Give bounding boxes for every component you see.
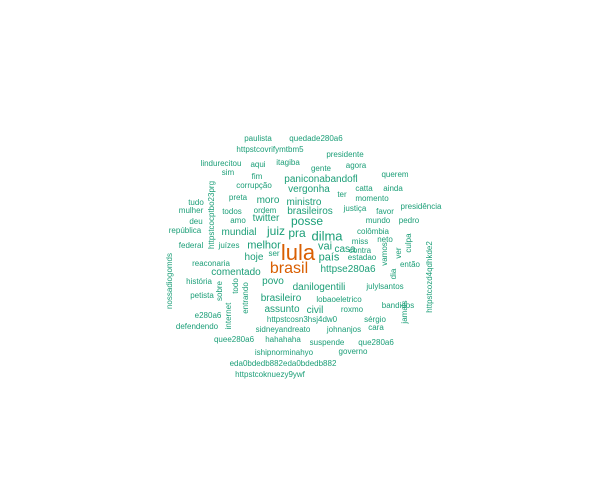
cloud-word: justiça	[343, 204, 367, 213]
cloud-word: vamos	[380, 242, 389, 266]
cloud-word: nossadiogomds	[165, 252, 174, 310]
cloud-word: httpstcosn3hsj4dw0	[266, 315, 338, 324]
cloud-word: cara	[368, 323, 384, 332]
cloud-word: lula	[280, 240, 316, 265]
cloud-word: mundial	[221, 227, 257, 238]
cloud-word: assunto	[264, 304, 300, 315]
cloud-word: lobaoeletrico	[316, 295, 362, 304]
cloud-word: jamais	[400, 300, 409, 324]
cloud-word: ishipnorminahyo	[254, 348, 314, 357]
cloud-word: colômbia	[356, 227, 390, 236]
cloud-word: paulista	[244, 134, 272, 143]
cloud-word: httpstcozd4qdhkde2	[425, 241, 434, 313]
cloud-word: pedro	[398, 216, 420, 225]
cloud-word: httpstcovrifymtbm5	[236, 145, 304, 154]
cloud-word: itagiba	[276, 158, 300, 167]
cloud-word: httpstcoknuezy9ywf	[235, 370, 305, 379]
cloud-word: federal	[178, 241, 204, 250]
cloud-word: danilogentili	[292, 282, 346, 293]
cloud-word: governo	[338, 347, 368, 356]
cloud-word: lindurecitou	[200, 159, 242, 168]
cloud-word: todo	[231, 278, 240, 294]
cloud-word: favor	[376, 207, 394, 216]
cloud-word: sobre	[215, 280, 224, 302]
cloud-word: petista	[190, 291, 214, 300]
cloud-word: eda0bdedb882eda0bdedb882	[229, 359, 337, 368]
cloud-word: twitter	[252, 213, 280, 224]
cloud-word: comentado	[211, 267, 261, 278]
cloud-word: ter	[337, 190, 347, 199]
cloud-word: momento	[355, 194, 389, 203]
cloud-word: ordem	[253, 206, 277, 215]
cloud-word: e280a6	[194, 311, 222, 320]
cloud-word: fim	[251, 172, 263, 181]
cloud-word: posse	[290, 214, 324, 228]
cloud-word: vergonha	[288, 184, 330, 195]
cloud-word: ainda	[383, 184, 403, 193]
cloud-word: agora	[345, 161, 367, 170]
cloud-word: preta	[228, 193, 248, 202]
cloud-word: povo	[262, 276, 284, 287]
cloud-word: país	[318, 251, 340, 264]
cloud-word: presidência	[400, 202, 442, 211]
cloud-word: que280a6	[358, 338, 394, 347]
cloud-word: catta	[355, 184, 373, 193]
cloud-word: dia	[389, 268, 398, 280]
cloud-word: roxmo	[340, 305, 364, 314]
cloud-word: quedade280a6	[289, 134, 343, 143]
cloud-word: sim	[221, 168, 235, 177]
cloud-word: corrupção	[236, 181, 272, 190]
cloud-word: hahahaha	[265, 335, 301, 344]
cloud-word: querem	[381, 170, 409, 179]
cloud-word: contra	[348, 246, 372, 255]
cloud-word: tudo	[188, 198, 204, 207]
cloud-word: vai	[317, 240, 333, 253]
cloud-word: ministro	[286, 197, 322, 208]
cloud-word: história	[186, 277, 212, 286]
cloud-word: quee280a6	[213, 335, 255, 344]
cloud-word: defendendo	[175, 322, 219, 331]
cloud-word: aqui	[250, 160, 266, 169]
cloud-word: civil	[306, 305, 324, 316]
cloud-word: internet	[224, 302, 233, 330]
cloud-word: juízes	[218, 241, 240, 250]
cloud-word: miss	[351, 237, 369, 246]
cloud-word: brasil	[269, 260, 309, 277]
cloud-word: então	[399, 260, 421, 269]
cloud-word: ver	[394, 247, 403, 259]
cloud-word: gente	[310, 164, 332, 173]
cloud-word: johnanjos	[326, 325, 362, 334]
cloud-word: brasileiros	[287, 206, 333, 217]
cloud-word: casa	[334, 244, 356, 255]
cloud-word: httpstcocptbo23prg	[207, 180, 216, 250]
cloud-word: bandidos	[381, 301, 415, 310]
cloud-word: estadao	[347, 253, 377, 262]
cloud-word: sidneyandreato	[255, 325, 311, 334]
cloud-word: moro	[256, 195, 280, 206]
cloud-word: pra	[288, 226, 306, 240]
cloud-word: ser	[268, 249, 280, 258]
cloud-word: todos	[222, 207, 242, 216]
cloud-word: suspende	[309, 338, 345, 347]
cloud-word: juiz	[266, 224, 286, 238]
cloud-word: deu	[189, 217, 203, 226]
cloud-word: república	[168, 226, 202, 235]
cloud-word: presidente	[326, 150, 364, 159]
cloud-word: reaconaria	[192, 259, 230, 268]
cloud-word: entrando	[241, 282, 250, 314]
cloud-word: neto	[377, 235, 393, 244]
cloud-word: mulher	[178, 206, 204, 215]
cloud-word: culpa	[404, 233, 413, 253]
cloud-word: brasileiro	[260, 293, 302, 304]
cloud-word: paniconabandofl	[284, 174, 358, 185]
cloud-word: amo	[230, 216, 246, 225]
cloud-word: mundo	[365, 216, 391, 225]
cloud-word: httpse280a6	[320, 264, 376, 275]
cloud-word: melhor	[247, 239, 281, 252]
cloud-word: sérgio	[364, 315, 386, 324]
cloud-word: dilma	[311, 228, 343, 244]
cloud-word: hoje	[244, 252, 264, 263]
cloud-word: julylsantos	[366, 282, 404, 291]
